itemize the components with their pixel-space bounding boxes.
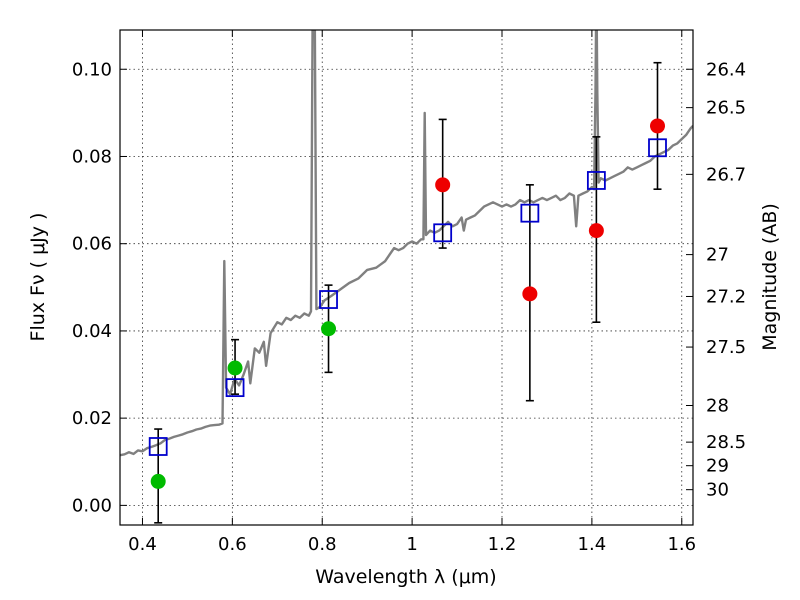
y-tick-label: 0.00: [72, 495, 112, 516]
model-photometry-square: [586, 171, 606, 190]
y-tick-label: 0.02: [72, 408, 112, 429]
y2-tick-label: 27.5: [706, 337, 746, 358]
observed-photometry-point: [649, 118, 665, 134]
y-tick-label: 0.04: [72, 321, 112, 342]
model-photometry-square: [520, 203, 540, 223]
y2-axis-label: Magnitude (AB): [759, 203, 781, 351]
model-photometry-square: [648, 138, 667, 158]
y2-tick-label: 28.5: [706, 432, 746, 453]
x-tick-label: 1.2: [488, 534, 517, 555]
x-tick-label: 0.4: [128, 534, 157, 555]
plot-frame: [119, 29, 694, 526]
observed-photometry-point: [150, 473, 166, 489]
y2-tick-label: 26.5: [706, 98, 746, 119]
y2-tick-label: 29: [706, 456, 729, 477]
model-photometry-square: [319, 290, 338, 309]
model-spectrum-layer: [120, 30, 693, 457]
axis-ticks: 0.4 0.6 0.8 1 1.2 1.4 1.6 0.00 0.02 0.04 0.06 0.08 0…: [72, 30, 746, 555]
model-spectrum-line: [120, 30, 693, 457]
observed-photometry-layer: [150, 118, 665, 489]
y2-tick-label: 26.4: [706, 59, 746, 80]
model-photometry-square: [148, 437, 168, 456]
observed-photometry-point: [522, 286, 538, 302]
observed-photometry-point: [227, 360, 243, 376]
y-tick-label: 0.06: [72, 234, 112, 255]
observed-photometry-point: [588, 223, 604, 239]
error-bars-layer: [154, 61, 662, 524]
grid-lines: [120, 30, 693, 525]
y2-tick-label: 27.2: [706, 286, 746, 307]
observed-photometry-point: [435, 177, 451, 193]
x-tick-label: 0.6: [218, 534, 247, 555]
x-tick-label: 1: [406, 534, 417, 555]
y2-tick-label: 28: [706, 396, 729, 417]
x-tick-label: 1.6: [667, 534, 696, 555]
y2-tick-label: 26.7: [706, 164, 746, 185]
model-photometry-square: [433, 223, 453, 243]
model-photometry-layer: [148, 138, 667, 456]
x-tick-label: 1.4: [578, 534, 607, 555]
x-tick-label: 0.8: [308, 534, 337, 555]
observed-photometry-point: [321, 321, 337, 337]
model-photometry-square: [225, 378, 245, 398]
y-tick-label: 0.08: [72, 146, 112, 167]
y-tick-label: 0.10: [72, 59, 112, 80]
y-axis-label: Flux Fν ( μJy ): [27, 213, 49, 342]
y2-tick-label: 27: [706, 245, 729, 266]
x-axis-label: Wavelength λ (μm): [315, 566, 496, 588]
y2-tick-label: 30: [706, 480, 729, 501]
